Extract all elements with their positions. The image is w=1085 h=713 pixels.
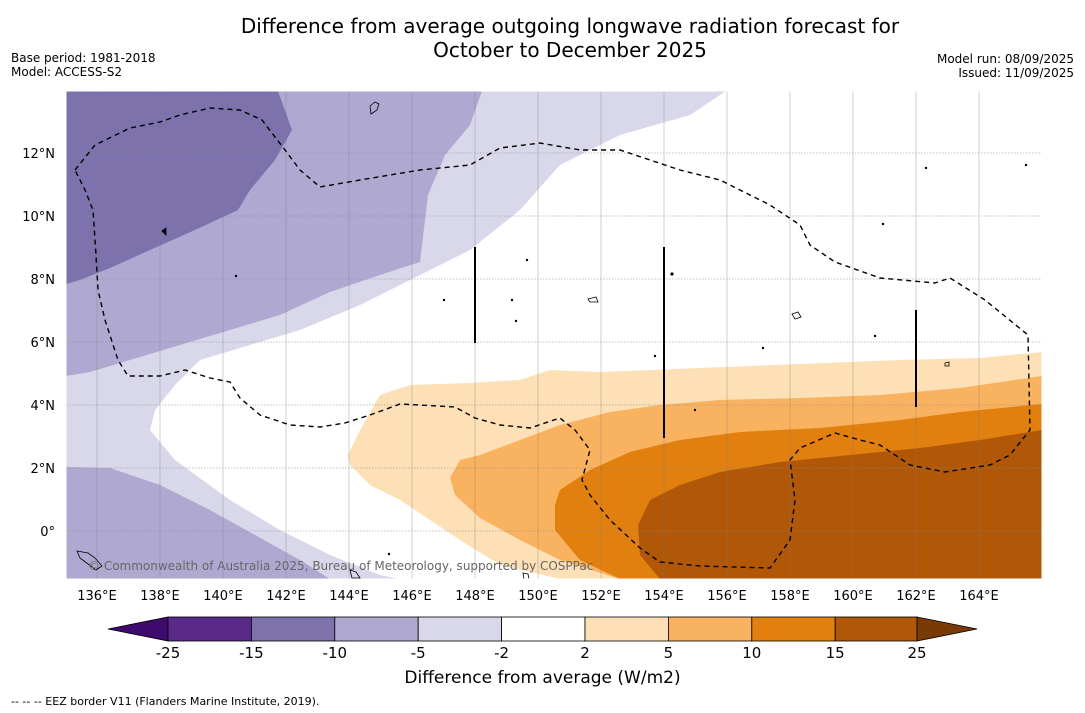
islands xyxy=(76,101,1028,579)
colorbar-segment xyxy=(834,616,918,642)
gridlines xyxy=(66,152,1042,532)
colorbar-label: 25 xyxy=(907,644,926,662)
colorbar-label: 10 xyxy=(742,644,761,662)
lon-label: 146°E xyxy=(392,589,432,604)
map-title-line1: Difference from average outgoing longwav… xyxy=(240,14,900,38)
colorbar-label: -25 xyxy=(156,644,181,662)
colorbar-segment xyxy=(751,616,836,642)
lon-label: 148°E xyxy=(455,589,495,604)
colorbar-label: -5 xyxy=(411,644,426,662)
model-run-text: Model run: 08/09/2025 xyxy=(936,52,1074,66)
colorbar-label: 15 xyxy=(826,644,845,662)
colorbar-segment xyxy=(417,616,503,642)
map-title-line2: October to December 2025 xyxy=(433,38,707,62)
colorbar-label: -15 xyxy=(239,644,264,662)
colorbar-label: 5 xyxy=(664,644,674,662)
colorbar-segment xyxy=(584,616,669,642)
colorbar-segment xyxy=(167,616,252,642)
forecast-markers xyxy=(474,247,917,438)
map-frame xyxy=(65,90,1043,580)
colorbar-segment xyxy=(668,616,753,642)
lon-label: 150°E xyxy=(518,589,558,604)
colorbar-segment xyxy=(250,616,336,642)
lon-label: 152°E xyxy=(581,589,621,604)
contour-minus10 xyxy=(66,91,292,284)
lon-label: 144°E xyxy=(329,589,369,604)
meta-left: Base period: 1981-2018 Model: ACCESS-S2 xyxy=(11,51,156,79)
lon-label: 160°E xyxy=(833,589,873,604)
contour-minus5-lower xyxy=(66,467,330,579)
map-title: Difference from average outgoing longwav… xyxy=(0,14,1085,62)
meridians xyxy=(96,91,980,579)
colorbar-extend-max xyxy=(916,616,978,642)
colorbar-label: -2 xyxy=(494,644,509,662)
lon-label: 162°E xyxy=(896,589,936,604)
colorbar-title: Difference from average (W/m2) xyxy=(404,668,681,688)
lat-label: 10°N xyxy=(22,210,55,225)
map-area: © Commonwealth of Australia 2025, Bureau… xyxy=(66,91,1042,579)
contour-plus15 xyxy=(638,430,1042,579)
colorbar-label: -10 xyxy=(323,644,348,662)
footnote: -- -- -- EEZ border V11 (Flanders Marine… xyxy=(11,695,320,708)
lon-label: 164°E xyxy=(959,589,999,604)
lat-label: 8°N xyxy=(31,273,56,288)
lon-label: 158°E xyxy=(770,589,810,604)
colorbar-segment xyxy=(501,616,586,642)
lon-label: 136°E xyxy=(77,589,117,604)
lat-label: 12°N xyxy=(22,147,55,162)
copyright-text: © Commonwealth of Australia 2025, Bureau… xyxy=(88,559,593,573)
lon-label: 156°E xyxy=(707,589,747,604)
colorbar-label: 2 xyxy=(580,644,590,662)
lon-label: 138°E xyxy=(140,589,180,604)
lat-label: 0° xyxy=(40,525,55,540)
meta-right: Model run: 08/09/2025 Issued: 11/09/2025 xyxy=(937,52,1074,80)
lat-label: 2°N xyxy=(31,462,56,477)
latitude-labels: 12°N 10°N 8°N 6°N 4°N 2°N 0° xyxy=(22,147,55,540)
base-period-text: Base period: 1981-2018 xyxy=(11,51,156,65)
colorbar-segment xyxy=(334,616,419,642)
longitude-labels: 136°E 138°E 140°E 142°E 144°E 146°E 148°… xyxy=(77,589,999,604)
lat-label: 4°N xyxy=(31,399,56,414)
eez-border xyxy=(74,107,1031,569)
colorbar: -25 -15 -10 -5 -2 2 5 10 15 25 xyxy=(107,616,978,662)
colorbar-extend-min xyxy=(107,616,169,642)
lon-label: 142°E xyxy=(266,589,306,604)
model-text: Model: ACCESS-S2 xyxy=(11,65,123,79)
issued-text: Issued: 11/09/2025 xyxy=(958,66,1074,80)
lon-label: 140°E xyxy=(203,589,243,604)
lat-label: 6°N xyxy=(31,336,56,351)
lon-label: 154°E xyxy=(644,589,684,604)
